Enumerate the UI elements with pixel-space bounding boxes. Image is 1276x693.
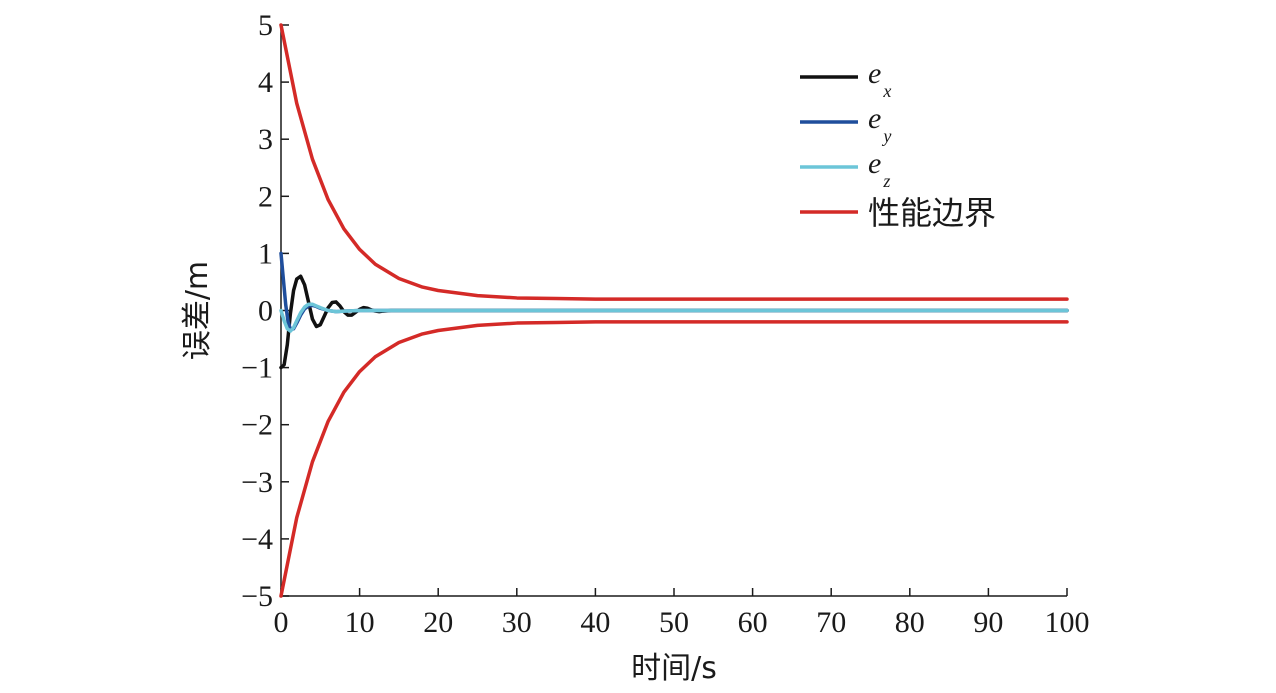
x-tick-label: 50 <box>659 606 689 639</box>
series-line-3 <box>279 23 1069 301</box>
y-tick-label: −5 <box>241 580 273 613</box>
x-tick-label: 90 <box>973 606 1003 639</box>
y-tick-label: −1 <box>241 352 273 385</box>
legend-label-main: e <box>868 102 881 135</box>
x-tick-label: 100 <box>1045 606 1090 639</box>
y-tick-label: 4 <box>258 66 273 99</box>
legend-label-subscript: y <box>881 126 891 146</box>
series-line-1 <box>279 251 1069 332</box>
legend-label-subscript: x <box>882 81 891 101</box>
x-axis-title: 时间/s <box>631 651 717 686</box>
y-axis-title: 误差/m <box>180 261 215 360</box>
y-tick-label: −4 <box>241 523 273 556</box>
series-line-2 <box>279 302 1069 333</box>
legend-label-3: 性能边界 <box>868 194 996 232</box>
legend-label-main: e <box>868 147 881 180</box>
series-layer <box>279 23 1069 598</box>
legend-label-1: ey <box>868 102 891 146</box>
y-tick-label: 1 <box>258 237 273 270</box>
x-tick-label: 20 <box>423 606 453 639</box>
x-tick-label: 80 <box>895 606 925 639</box>
series-line-4 <box>279 320 1069 598</box>
x-tick-label: 0 <box>274 606 289 639</box>
x-tick-label: 70 <box>816 606 846 639</box>
legend-label-2: ez <box>868 147 890 191</box>
y-tick-label: 5 <box>258 9 273 42</box>
y-tick-label: 3 <box>258 123 273 156</box>
x-tick-label: 60 <box>738 606 768 639</box>
x-tick-label: 30 <box>502 606 532 639</box>
y-tick-label: 0 <box>258 295 273 328</box>
x-tick-label: 10 <box>345 606 375 639</box>
y-tick-label: 2 <box>258 180 273 213</box>
legend-label-main: e <box>868 57 881 90</box>
y-tick-label: −3 <box>241 466 273 499</box>
legend-label-0: ex <box>868 57 891 101</box>
x-tick-label: 40 <box>580 606 610 639</box>
legend-label-subscript: z <box>882 171 890 191</box>
y-tick-label: −2 <box>241 409 273 442</box>
